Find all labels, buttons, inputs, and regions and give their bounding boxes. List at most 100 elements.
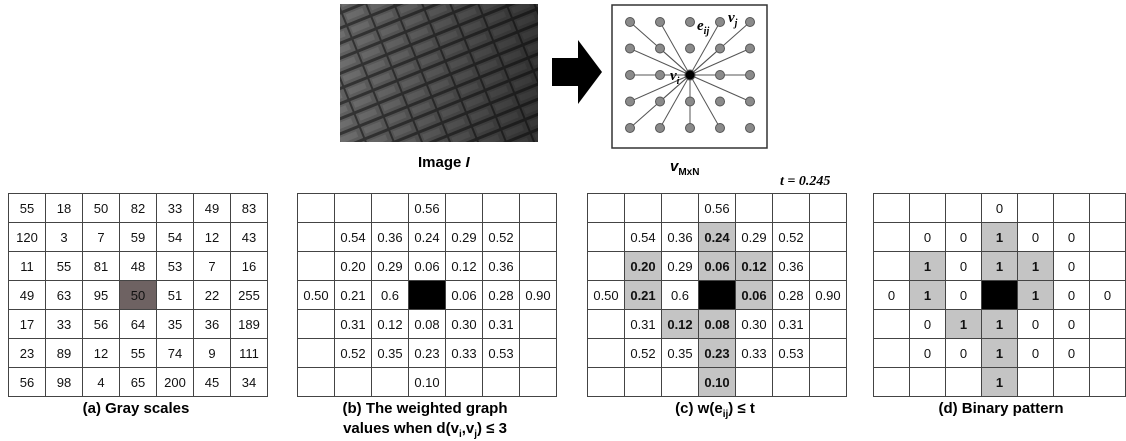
grid-cell: 49 [194,194,231,223]
grid-cell: 0.23 [409,339,446,368]
grid-cell [409,281,446,310]
grid-cell [946,368,982,397]
node [746,44,755,53]
grid-cell: 0 [874,281,910,310]
brick-image [340,4,538,142]
caption: values when d(vi,vj) ≤ 3 [285,420,565,440]
grid-cell: 0.12 [662,310,699,339]
grid-cell: 0.06 [736,281,773,310]
grid-cell: 0.28 [773,281,810,310]
grid-cell: 0 [1018,339,1054,368]
grid-cell: 55 [46,252,83,281]
grid-cell [483,194,520,223]
grid-cell [1090,368,1126,397]
grid-cell [588,194,625,223]
grid-cell: 0.52 [483,223,520,252]
grid-cell [662,368,699,397]
grid-cell: 0.90 [520,281,557,310]
grid-cell: 56 [83,310,120,339]
grid-cell: 22 [194,281,231,310]
grid-cell [1090,223,1126,252]
grid-cell [588,310,625,339]
grid-cell: 65 [120,368,157,397]
grid-cell: 0.10 [409,368,446,397]
grid-cell [874,252,910,281]
grid-cell: 1 [982,339,1018,368]
grid-cell: 43 [231,223,268,252]
grid-cell [625,368,662,397]
grid-cell: 0 [1054,223,1090,252]
grid-cell: 0.29 [662,252,699,281]
grid-cell [588,368,625,397]
grid-cell: 83 [231,194,268,223]
grid-cell: 0.56 [699,194,736,223]
grid-cell: 64 [120,310,157,339]
grid-cell: 50 [83,194,120,223]
grid-cell [298,310,335,339]
graph-label-sub: MxN [678,167,699,178]
grid-cell [520,252,557,281]
node [685,70,695,80]
grid-cell [335,368,372,397]
image-label-text: Image [418,154,466,171]
node [716,18,725,27]
arrow [552,40,602,104]
grid-cell [1054,368,1090,397]
node-i-main: v [670,68,677,84]
node [686,18,695,27]
caption-part: (a) Gray scales [83,400,190,417]
caption-part: (c) w(e [675,400,723,417]
grid-cell [736,368,773,397]
grid-cell: 0.50 [588,281,625,310]
grid-cell [1090,310,1126,339]
grid-cell: 0.29 [446,223,483,252]
grid-cell: 120 [9,223,46,252]
grid-cell [773,194,810,223]
grid-row: 0.540.360.240.290.52 [588,223,847,252]
grid-cell: 0.12 [446,252,483,281]
grid-cell [982,281,1018,310]
grid-cell: 0.52 [625,339,662,368]
grid-cell: 0 [1054,281,1090,310]
grid-cell [810,223,847,252]
grid-cell [372,368,409,397]
grid-cell: 0.29 [736,223,773,252]
grid-cell: 0.23 [699,339,736,368]
grid-cell [335,194,372,223]
grid-cell: 0 [1090,281,1126,310]
grid-row: 0.500.210.60.060.280.90 [588,281,847,310]
grid-cell [520,194,557,223]
grid-row: 10110 [874,252,1126,281]
caption: (a) Gray scales [0,400,276,417]
graph-label: vMxN [670,158,699,178]
grid-cell: 0 [1018,223,1054,252]
grid-cell: 23 [9,339,46,368]
grid-cell: 9 [194,339,231,368]
grid-cell [483,368,520,397]
grid-row: 0.520.350.230.330.53 [588,339,847,368]
grid-cell [298,223,335,252]
grid-cell: 3 [46,223,83,252]
grid-cell: 0.33 [446,339,483,368]
grid-cell: 0.6 [662,281,699,310]
threshold: t = 0.245 [780,174,830,190]
grid-cell [298,368,335,397]
grid-row: 0 [874,194,1126,223]
node [686,124,695,133]
grid-cell: 81 [83,252,120,281]
node [716,71,725,80]
node [686,97,695,106]
grid-row: 55185082334983 [9,194,268,223]
node [716,44,725,53]
grid-cell: 0.31 [625,310,662,339]
grid-cell: 0.50 [298,281,335,310]
grid-cell: 54 [157,223,194,252]
grid-cell: 111 [231,339,268,368]
image-label: Image I [418,154,470,171]
grid-cell: 0.21 [335,281,372,310]
grid-cell: 18 [46,194,83,223]
grid-cell: 1 [910,252,946,281]
